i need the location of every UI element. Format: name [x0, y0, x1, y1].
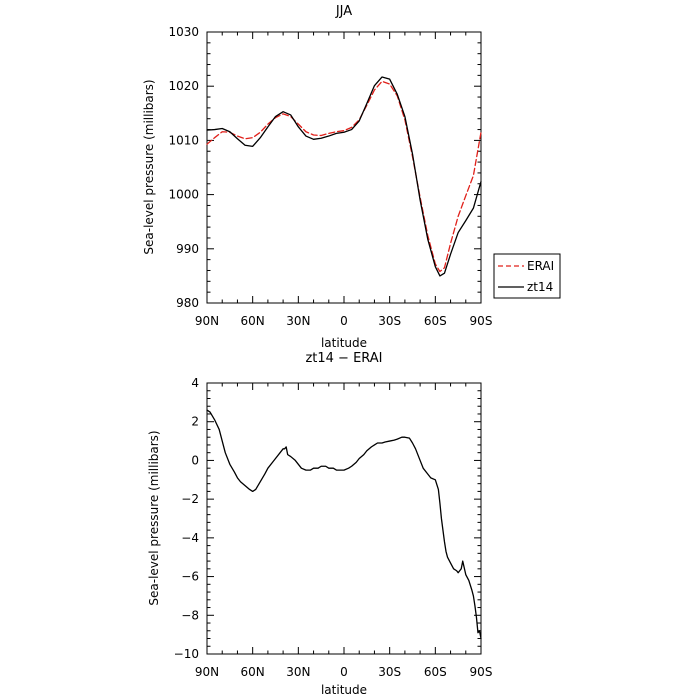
bottom-ytick-label: −2 [181, 492, 199, 506]
top-ytick-label: 1030 [168, 25, 199, 39]
bottom-plot-frame [206, 382, 482, 655]
top-xtick-label: 90N [195, 314, 219, 328]
top-ytick-label: 1000 [168, 188, 199, 202]
bottom-xtick-label: 90S [470, 665, 493, 679]
bottom-xtick-label: 0 [340, 665, 348, 679]
top-series-line-zt14 [206, 76, 482, 277]
legend: ERAI zt14 [493, 253, 561, 299]
top-ytick-label: 990 [176, 242, 199, 256]
top-ytick-label: 980 [176, 296, 199, 310]
legend-label-erai: ERAI [527, 259, 554, 273]
bottom-ytick-label: 0 [191, 453, 199, 467]
top-plot-frame [206, 31, 482, 304]
top-xtick-label: 0 [340, 314, 348, 328]
top-chart-xlabel: latitude [321, 336, 367, 350]
legend-label-zt14: zt14 [527, 280, 553, 294]
top-xtick-label: 90S [470, 314, 493, 328]
bottom-ytick-label: 4 [191, 376, 199, 390]
bottom-series-line-series-0 [206, 409, 482, 640]
top-ytick-label: 1010 [168, 133, 199, 147]
bottom-chart-ylabel: Sea-level pressure (millibars) [147, 430, 161, 605]
bottom-ytick-label: −10 [174, 647, 199, 661]
bottom-chart-title: zt14 − ERAI [305, 351, 382, 366]
legend-box [493, 253, 561, 299]
bottom-xtick-label: 30S [378, 665, 401, 679]
top-ytick-label: 1020 [168, 79, 199, 93]
bottom-xtick-label: 90N [195, 665, 219, 679]
bottom-xtick-label: 30N [286, 665, 310, 679]
top-xtick-label: 30S [378, 314, 401, 328]
top-chart-ylabel: Sea-level pressure (millibars) [142, 79, 156, 254]
bottom-ytick-label: −6 [181, 570, 199, 584]
top-xtick-label: 60N [241, 314, 265, 328]
top-series-line-erai [206, 80, 482, 273]
top-xtick-label: 30N [286, 314, 310, 328]
bottom-chart-xlabel: latitude [321, 683, 367, 697]
top-chart-title: JJA [335, 4, 352, 19]
bottom-xtick-label: 60N [241, 665, 265, 679]
bottom-xtick-label: 60S [424, 665, 447, 679]
top-xtick-label: 60S [424, 314, 447, 328]
bottom-ytick-label: −4 [181, 531, 199, 545]
bottom-ytick-label: −8 [181, 608, 199, 622]
bottom-ytick-label: 2 [191, 415, 199, 429]
